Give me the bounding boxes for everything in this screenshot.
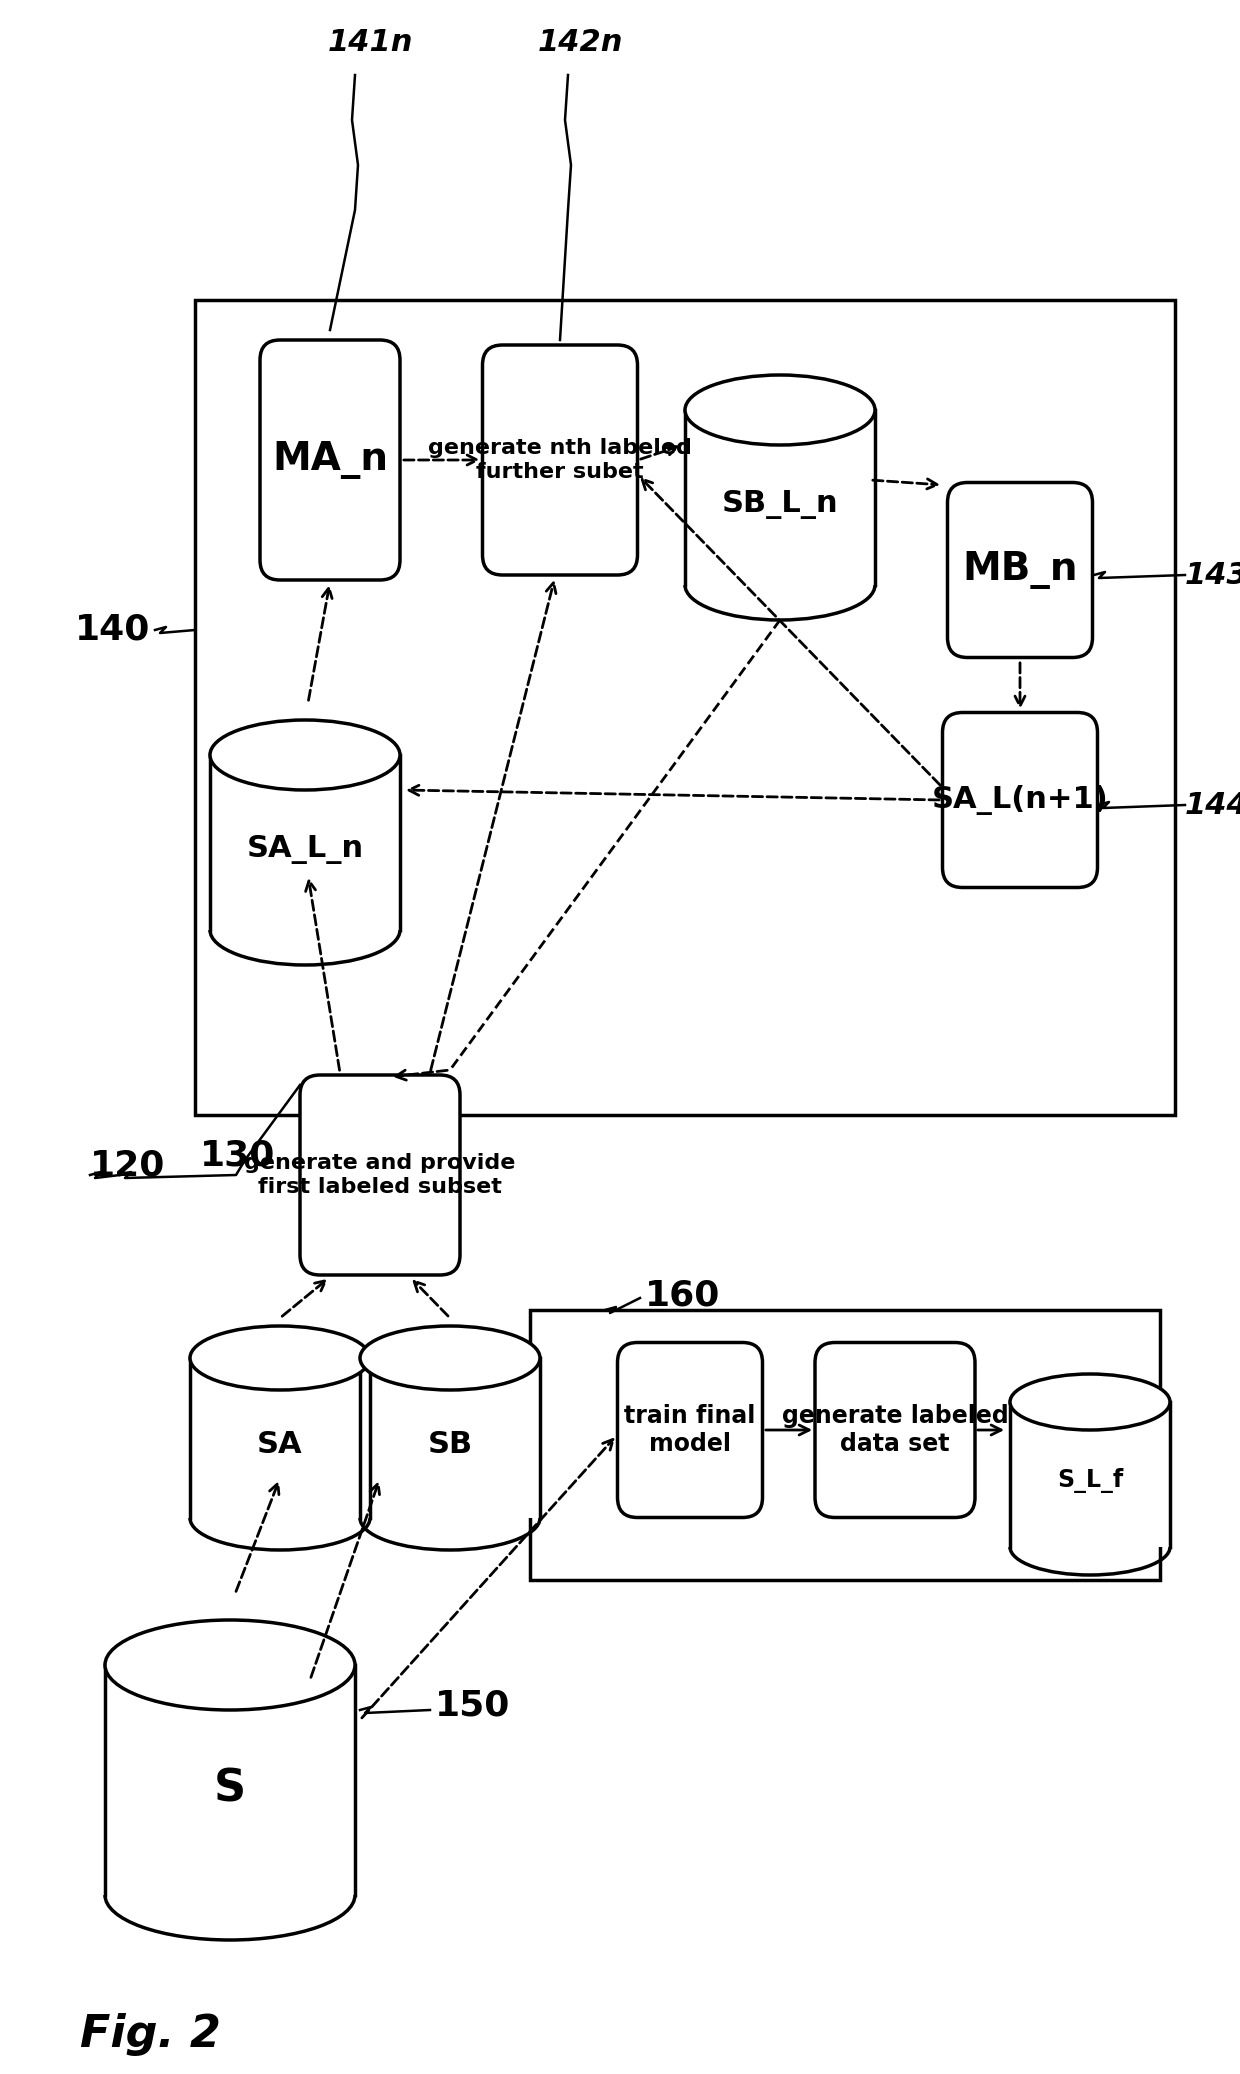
Ellipse shape bbox=[105, 1620, 355, 1709]
Bar bbox=[190, 1358, 370, 1518]
Text: 130: 130 bbox=[200, 1139, 275, 1172]
FancyBboxPatch shape bbox=[300, 1074, 460, 1276]
Bar bbox=[529, 1311, 1159, 1580]
Text: SA: SA bbox=[257, 1429, 303, 1458]
Text: 142n: 142n bbox=[537, 29, 622, 56]
Text: SA_L(n+1): SA_L(n+1) bbox=[931, 784, 1109, 815]
Text: 150: 150 bbox=[435, 1688, 511, 1721]
Text: SA_L_n: SA_L_n bbox=[247, 836, 363, 865]
Text: 141n: 141n bbox=[327, 29, 413, 56]
Bar bbox=[210, 755, 401, 929]
Bar bbox=[195, 301, 1176, 1116]
Bar bbox=[684, 411, 875, 585]
Ellipse shape bbox=[1011, 1373, 1171, 1429]
Ellipse shape bbox=[684, 375, 875, 446]
FancyBboxPatch shape bbox=[942, 713, 1097, 888]
FancyBboxPatch shape bbox=[947, 483, 1092, 657]
FancyBboxPatch shape bbox=[815, 1342, 975, 1518]
Text: train final
model: train final model bbox=[624, 1404, 755, 1456]
Bar bbox=[1011, 1402, 1171, 1547]
Bar bbox=[360, 1358, 539, 1518]
Ellipse shape bbox=[190, 1325, 370, 1390]
Text: MA_n: MA_n bbox=[272, 442, 388, 479]
Text: S_L_f: S_L_f bbox=[1056, 1468, 1123, 1493]
Text: 140: 140 bbox=[74, 614, 150, 647]
Text: 160: 160 bbox=[645, 1278, 720, 1313]
Text: 120: 120 bbox=[91, 1149, 165, 1182]
Ellipse shape bbox=[360, 1325, 539, 1390]
Text: SB: SB bbox=[428, 1429, 472, 1458]
FancyBboxPatch shape bbox=[618, 1342, 763, 1518]
Text: SB_L_n: SB_L_n bbox=[722, 489, 838, 518]
FancyBboxPatch shape bbox=[482, 344, 637, 574]
Text: MB_n: MB_n bbox=[962, 552, 1078, 589]
Text: Fig. 2: Fig. 2 bbox=[81, 2014, 221, 2057]
Text: S: S bbox=[215, 1767, 246, 1811]
Text: 143n: 143n bbox=[1185, 560, 1240, 589]
Text: generate and provide
first labeled subset: generate and provide first labeled subse… bbox=[244, 1153, 516, 1197]
FancyBboxPatch shape bbox=[260, 340, 401, 581]
Text: generate nth labeled
further subet: generate nth labeled further subet bbox=[428, 438, 692, 481]
Text: 144n: 144n bbox=[1185, 790, 1240, 819]
Bar bbox=[105, 1665, 355, 1896]
Ellipse shape bbox=[210, 720, 401, 790]
Text: generate labeled
data set: generate labeled data set bbox=[781, 1404, 1008, 1456]
